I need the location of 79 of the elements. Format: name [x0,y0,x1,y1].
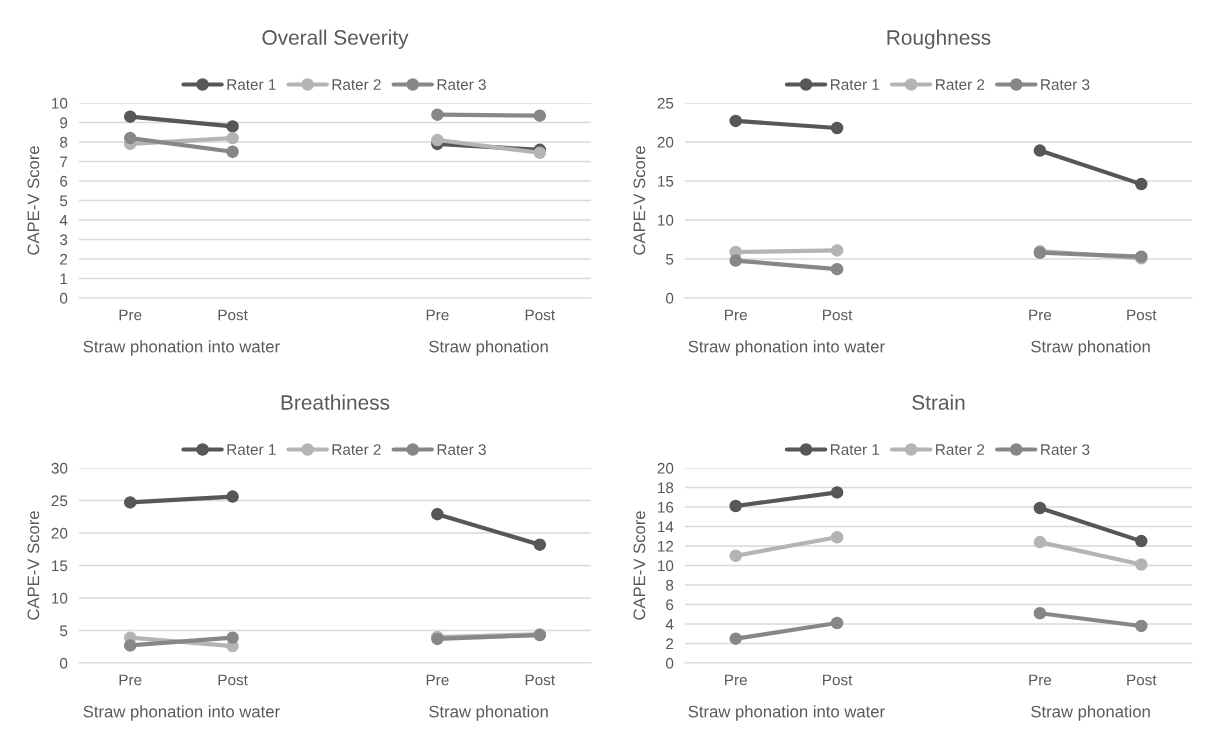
y-tick-label: 2 [60,253,68,265]
legend-label: Rater 3 [437,444,486,455]
y-tick-label: 10 [658,214,674,226]
legend-label: Rater 2 [332,444,381,455]
x-tick-label: Pre [119,309,142,321]
chart-title: Strain [912,394,965,410]
y-tick-label: 10 [52,97,68,109]
legend-label: Rater 1 [227,79,276,90]
x-tick-label: Post [525,674,555,686]
y-tick-label: 5 [60,195,68,207]
y-tick-label: 8 [60,136,68,148]
x-tick-label: Pre [725,309,747,321]
text: Straw phonation [1031,340,1150,356]
x-tick-label: Pre [1029,674,1052,686]
text: Straw phonation [429,340,548,356]
y-tick-label: 30 [51,462,68,474]
text: Straw phonation into water [83,705,280,721]
legend-label: Rater 2 [936,79,985,90]
y-tick-label: 15 [52,560,68,572]
y-tick-label: 4 [665,619,674,630]
y-tick-label: 18 [658,482,674,494]
x-tick-label: Pre [725,674,747,686]
y-tick-label: 10 [52,592,68,604]
x-tick-label: Post [218,674,248,686]
text: Straw phonation into water [688,705,885,721]
y-tick-label: 9 [60,117,68,129]
chart-title: Roughness [887,29,991,49]
y-tick-label: 12 [658,540,674,552]
legend-label: Rater 3 [437,79,486,90]
y-tick-label: 6 [666,599,674,611]
x-tick-label: Post [218,309,248,321]
chart-title: Breathiness [281,394,390,410]
x-tick-label: Pre [426,674,449,686]
y-tick-label: 0 [59,292,68,304]
chart-title: Overall Severity [262,29,409,49]
y-tick-label: 25 [657,97,674,109]
y-axis-title: CAPE-V Score [633,146,646,255]
y-tick-label: 5 [666,254,674,265]
y-tick-label: 1 [60,273,68,285]
y-tick-label: 10 [658,560,674,572]
y-axis-title: CAPE-V Score [27,146,40,255]
legend-label: Rater 1 [227,444,276,455]
x-tick-label: Post [823,674,853,686]
y-tick-label: 0 [59,657,68,669]
y-tick-label: 20 [51,527,68,539]
y-tick-label: 4 [59,215,68,226]
x-tick-label: Post [1127,309,1157,321]
legend-label: Rater 3 [1041,79,1090,90]
y-tick-label: 15 [658,176,674,187]
text: Straw phonation [1031,705,1150,721]
legend-label: Rater 3 [1041,444,1090,455]
legend-label: Rater 1 [831,444,880,455]
y-tick-label: 0 [665,292,674,304]
y-tick-label: 8 [666,579,674,591]
y-tick-label: 2 [666,638,674,650]
text: Straw phonation into water [83,340,280,356]
y-tick-label: 25 [51,495,68,507]
text: Straw phonation [429,705,548,721]
x-tick-label: Post [823,309,853,321]
y-axis-title: CAPE-V Score [27,511,40,620]
legend-label: Rater 2 [332,79,381,90]
y-tick-label: 14 [658,521,674,533]
x-tick-label: Pre [119,674,142,686]
y-tick-label: 20 [657,136,674,148]
x-tick-label: Post [1127,674,1157,686]
x-tick-label: Post [525,309,555,321]
y-tick-label: 0 [665,657,674,669]
x-tick-label: Pre [426,309,449,321]
y-tick-label: 3 [59,234,68,246]
y-tick-label: 7 [60,156,68,168]
y-axis-title: CAPE-V Score [633,511,646,620]
y-tick-label: 6 [60,175,68,187]
legend-label: Rater 2 [936,444,985,455]
y-tick-label: 5 [60,625,68,637]
x-tick-label: Pre [1029,309,1052,321]
y-tick-label: 20 [657,462,674,474]
legend-label: Rater 1 [831,79,880,90]
y-tick-label: 16 [658,501,674,513]
text: Straw phonation into water [688,340,885,356]
